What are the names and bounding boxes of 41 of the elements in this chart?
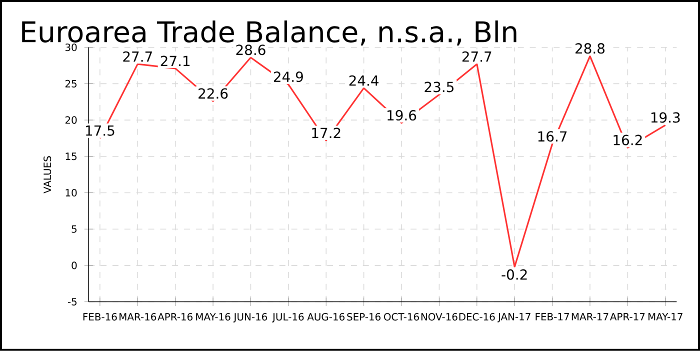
data-label: 27.7	[123, 51, 152, 62]
data-label: 24.4	[349, 75, 379, 86]
data-label: 23.5	[424, 82, 454, 92]
x-tick-label: APR-17	[610, 313, 645, 320]
y-tick-label: 25	[65, 80, 77, 88]
x-tick-label: FEB-17	[536, 313, 569, 320]
data-label: 28.8	[576, 43, 604, 54]
x-tick-label: JUL-16	[272, 313, 304, 322]
y-tick-label: 10	[66, 189, 77, 197]
x-tick-label: MAR-16	[120, 313, 156, 321]
y-tick-label: 15	[66, 152, 77, 160]
y-axis-title: VALUES	[44, 156, 52, 194]
x-tick-label: JUN-16	[233, 313, 268, 322]
x-tick-label: FEB-16	[83, 313, 117, 321]
data-label: 22.6	[198, 88, 228, 99]
data-label: 27.7	[462, 51, 492, 62]
x-tick-label: JAN-17	[497, 313, 530, 322]
data-label: 27.1	[160, 56, 190, 66]
x-tick-label: OCT-16	[384, 313, 419, 321]
data-label: 19.3	[651, 112, 680, 123]
x-tick-label: APR-16	[158, 313, 192, 321]
x-tick-label: NOV-16	[421, 313, 458, 321]
data-label: 16.2	[614, 134, 642, 146]
data-label: 16.7	[538, 131, 567, 142]
data-label: 19.6	[388, 110, 416, 121]
x-tick-label: AUG-16	[307, 313, 344, 321]
x-tick-label: MAY-16	[196, 313, 230, 321]
x-tick-label: MAY-17	[648, 313, 682, 320]
x-tick-label: MAR-17	[572, 313, 608, 320]
y-tick-label: 5	[72, 225, 77, 233]
data-label: 24.9	[274, 72, 303, 82]
y-tick-label: 30	[65, 44, 77, 52]
data-label: -0.2	[502, 269, 527, 280]
x-tick-label: SEP-16	[347, 313, 380, 321]
data-label: 17.2	[312, 128, 340, 138]
data-label: 28.6	[236, 44, 266, 56]
y-tick-label: -5	[68, 298, 77, 306]
data-label: 17.5	[86, 126, 114, 136]
x-tick-label: DEC-16	[459, 313, 495, 321]
y-tick-label: 20	[65, 116, 77, 124]
y-tick-label: 0	[72, 262, 77, 270]
